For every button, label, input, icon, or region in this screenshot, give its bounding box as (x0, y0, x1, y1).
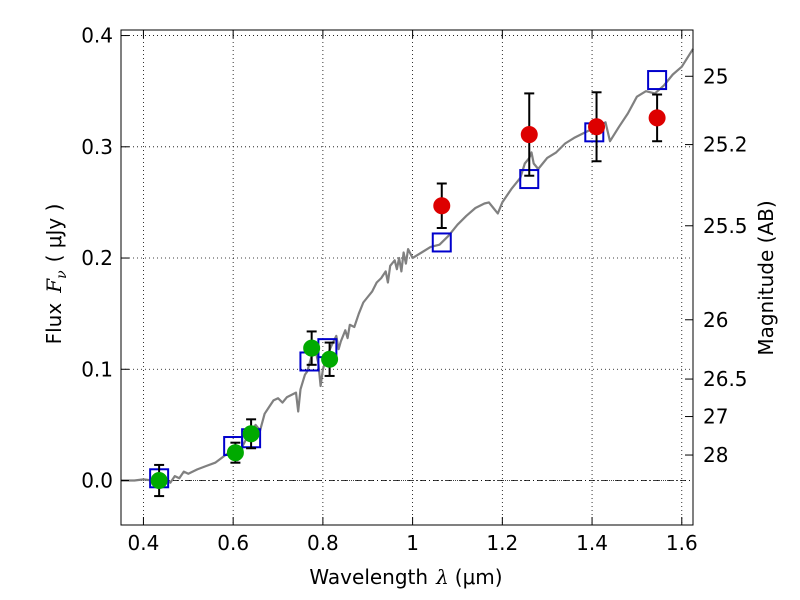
x-tick-label: 1.6 (666, 531, 698, 555)
model-photometry-square (431, 232, 452, 253)
y2-tick-label: 25.5 (703, 214, 748, 238)
x-tick-label: 1 (406, 531, 419, 555)
y2-tick-label: 27 (703, 405, 728, 429)
nir-detection-point (433, 197, 451, 215)
optical-detection-point (321, 350, 339, 368)
y2-tick-label: 26 (703, 308, 728, 332)
y2-tick-label: 26.5 (703, 367, 748, 391)
data-points (149, 70, 668, 498)
x-tick-label: 0.8 (307, 531, 339, 555)
y-axis-label: FluxFν( μJy ) (42, 204, 70, 345)
x-tick-label: 0.6 (217, 531, 249, 555)
nir-detection-point (588, 118, 606, 136)
x-tick-label: 1.4 (576, 531, 608, 555)
optical-detection-point (303, 339, 321, 357)
x-axis-label: Wavelength λ (μm) (309, 565, 502, 589)
y-tick-label: 0.2 (81, 246, 113, 270)
y-tick-label: 0.0 (81, 469, 113, 493)
plot-frame (120, 29, 694, 526)
y-tick-label: 0.3 (81, 135, 113, 159)
model-photometry-square (647, 70, 668, 91)
y2-axis-label: Magnitude (AB) (754, 200, 778, 355)
y2-tick-label: 25 (703, 64, 728, 88)
optical-detection-point (226, 444, 244, 462)
grid (121, 30, 693, 525)
nir-detection-point (520, 126, 538, 144)
optical-detection-point (150, 472, 168, 490)
optical-detection-point (242, 425, 260, 443)
nir-detection-point (648, 109, 666, 127)
y-tick-label: 0.1 (81, 357, 113, 381)
x-tick-label: 0.4 (128, 531, 160, 555)
x-tick-label: 1.2 (486, 531, 518, 555)
y2-tick-label: 25.2 (703, 133, 748, 157)
y-tick-label: 0.4 (81, 24, 113, 48)
y2-tick-label: 28 (703, 443, 728, 467)
ticks: 0.4 0.6 0.8 1 1.2 1.4 1.6 0.0 0.1 0.2 0.3 0.4 25 25.2… (81, 24, 747, 555)
